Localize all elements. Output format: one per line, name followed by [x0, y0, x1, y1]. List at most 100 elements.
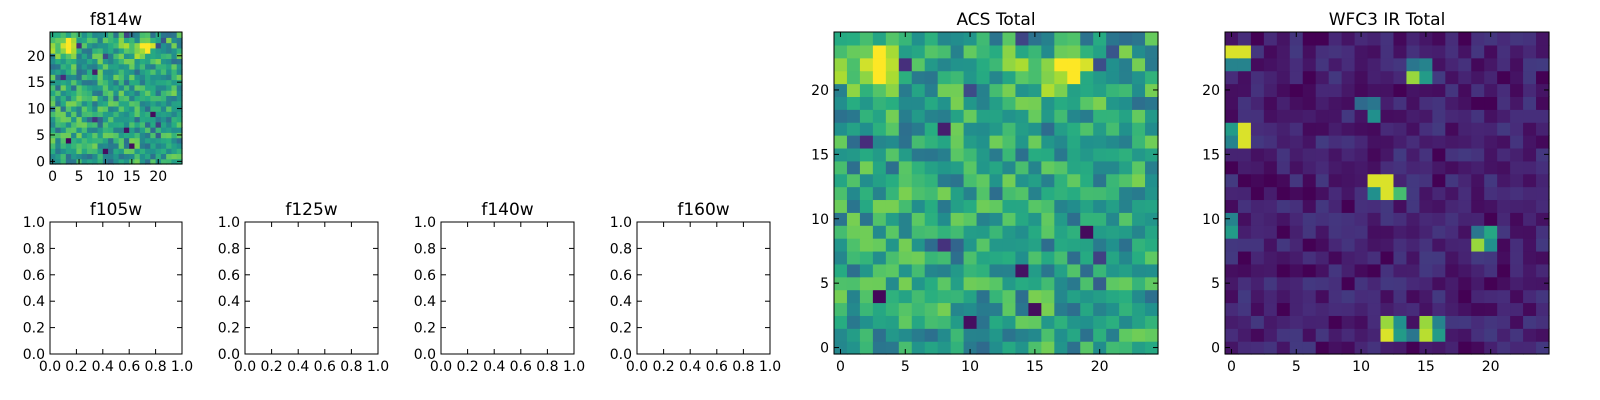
heatmap-cell — [1225, 225, 1239, 239]
heatmap-cell — [1471, 83, 1485, 97]
heatmap-cell — [1145, 238, 1159, 252]
heatmap-cell — [1263, 302, 1278, 316]
heatmap-cell — [1041, 212, 1055, 226]
heatmap-cell — [1250, 199, 1265, 213]
heatmap-cell — [113, 137, 120, 144]
heatmap-cell — [1523, 44, 1537, 59]
heatmap-cell — [86, 158, 93, 165]
heatmap-cell — [1497, 289, 1511, 304]
heatmap-cell — [1119, 96, 1133, 110]
heatmap-cell — [160, 79, 167, 86]
heatmap-cell — [950, 44, 965, 59]
heatmap-cell — [1225, 135, 1239, 149]
heatmap-cell — [1028, 199, 1042, 213]
heatmap-cell — [139, 127, 146, 133]
heatmap-cell — [1041, 315, 1055, 329]
heatmap-cell — [1497, 302, 1511, 316]
heatmap-cell — [1354, 302, 1369, 316]
heatmap-cell — [1289, 212, 1304, 226]
heatmap-cell — [1380, 315, 1395, 329]
heatmap-cell — [166, 132, 173, 139]
heatmap-cell — [1341, 302, 1356, 316]
heatmap-cell — [81, 47, 88, 54]
heatmap-cell — [950, 341, 965, 355]
x-tick-label: 1.0 — [759, 359, 781, 375]
heatmap-cell — [166, 153, 173, 160]
heatmap-cell — [1080, 96, 1094, 110]
heatmap-cell — [885, 238, 900, 252]
heatmap-cell — [1302, 276, 1317, 291]
heatmap-cell — [139, 148, 146, 155]
heatmap-cell — [1250, 44, 1265, 59]
heatmap-cell — [859, 199, 874, 213]
heatmap-cell — [1080, 302, 1094, 316]
heatmap-cell — [113, 116, 120, 123]
heatmap-cell — [885, 160, 900, 175]
heatmap-cell — [1432, 122, 1446, 136]
heatmap-cell — [1419, 276, 1433, 291]
heatmap-cell — [1341, 135, 1356, 149]
heatmap-cell — [92, 95, 99, 102]
heatmap-cell — [846, 173, 861, 188]
heatmap-cell — [1054, 160, 1068, 175]
heatmap-cell — [50, 116, 56, 123]
heatmap-cell — [1393, 212, 1408, 226]
heatmap-cell — [834, 212, 848, 226]
heatmap-cell — [1028, 32, 1042, 46]
heatmap-cell — [134, 74, 141, 81]
heatmap-cell — [123, 42, 130, 49]
heatmap-cell — [123, 95, 130, 102]
heatmap-cell — [176, 100, 183, 107]
heatmap-cell — [1445, 57, 1459, 72]
heatmap-cell — [65, 100, 72, 107]
heatmap-cell — [1263, 238, 1278, 252]
heatmap-cell — [81, 79, 88, 86]
heatmap-cell — [1419, 199, 1433, 213]
heatmap-cell — [1406, 199, 1420, 213]
heatmap-cell — [108, 105, 114, 112]
heatmap-cell — [859, 96, 874, 110]
heatmap-cell — [924, 315, 939, 329]
heatmap-cell — [1315, 250, 1330, 265]
heatmap-cell — [834, 250, 848, 265]
heatmap-cell — [81, 116, 88, 123]
heatmap-cell — [963, 289, 978, 304]
heatmap-cell — [1276, 186, 1291, 201]
heatmap-cell — [1302, 147, 1317, 162]
heatmap-cell — [55, 127, 62, 133]
x-tick-label: 10 — [97, 169, 115, 185]
heatmap-cell — [1523, 225, 1537, 239]
heatmap-cell — [1484, 160, 1498, 175]
heatmap-cell — [898, 263, 913, 278]
heatmap-cell — [1354, 44, 1369, 59]
heatmap-cell — [1367, 160, 1382, 175]
heatmap-cell — [1302, 44, 1317, 59]
heatmap-cell — [1523, 341, 1537, 355]
heatmap-cell — [1302, 289, 1317, 304]
heatmap-cell — [1015, 186, 1029, 201]
heatmap-cell — [176, 153, 183, 160]
heatmap-cell — [145, 58, 151, 65]
heatmap-cell — [1054, 186, 1068, 201]
heatmap-cell — [937, 289, 952, 304]
heatmap-cell — [1289, 276, 1304, 291]
heatmap-cell — [1080, 289, 1094, 304]
x-tick-label: 0.6 — [118, 359, 140, 375]
heatmap-cell — [139, 74, 146, 81]
heatmap-cell — [123, 111, 130, 118]
heatmap-cell — [1093, 341, 1107, 355]
heatmap-cell — [1276, 276, 1291, 291]
heatmap-cell — [950, 135, 965, 149]
heatmap-cell — [86, 121, 93, 128]
heatmap-cell — [859, 341, 874, 355]
heatmap-cell — [1080, 225, 1094, 239]
heatmap-cell — [924, 199, 939, 213]
heatmap-cell — [1028, 83, 1042, 97]
heatmap-cell — [1354, 173, 1369, 188]
heatmap-cell — [150, 137, 157, 144]
heatmap-cell — [1041, 32, 1055, 46]
heatmap-cell — [989, 32, 1004, 46]
heatmap-cell — [145, 132, 151, 139]
heatmap-cell — [1406, 44, 1420, 59]
heatmap-cell — [1225, 341, 1239, 355]
